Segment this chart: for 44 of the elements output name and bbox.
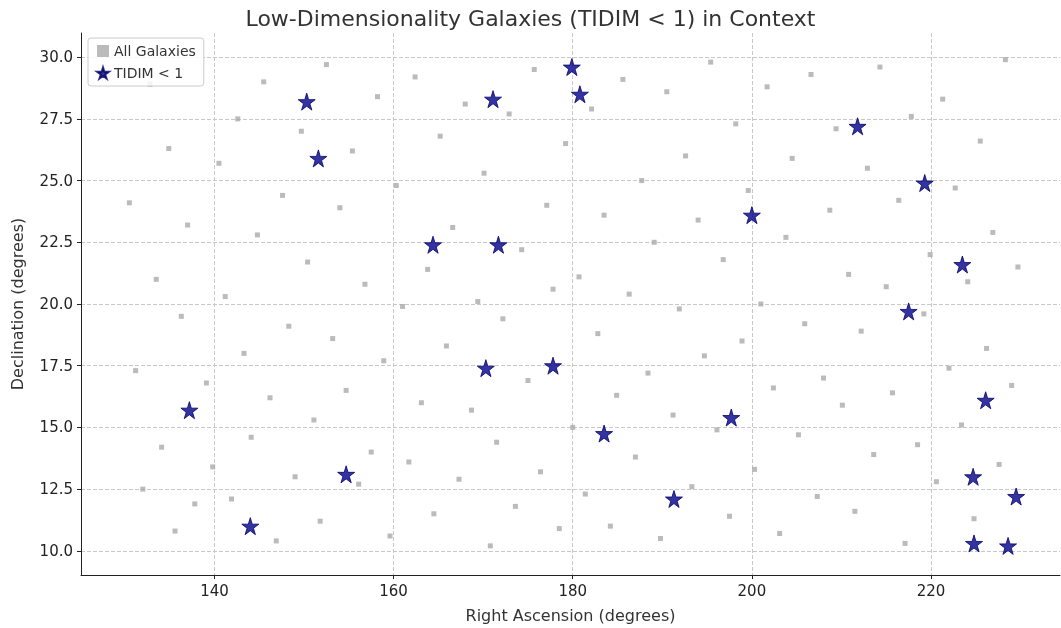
point	[742, 206, 761, 225]
x-tick-label: 160	[379, 581, 408, 600]
legend-label: All Galaxies	[114, 43, 196, 59]
point	[476, 359, 495, 378]
point	[964, 467, 983, 486]
point	[562, 58, 581, 77]
point	[999, 536, 1018, 555]
point	[309, 149, 328, 168]
y-tick-label: 22.5	[39, 233, 73, 252]
point	[976, 391, 995, 410]
point	[489, 235, 508, 254]
point	[484, 90, 503, 109]
y-tick-label: 25.0	[39, 171, 73, 190]
point	[180, 401, 199, 420]
point	[544, 356, 563, 375]
x-tick-label: 220	[916, 581, 946, 600]
x-axis-title: Right Ascension (degrees)	[465, 605, 676, 625]
x-tick-label: 180	[558, 581, 588, 600]
chart-title: Low-Dimensionality Galaxies (TIDIM < 1) in Context	[245, 5, 816, 31]
y-tick-label: 12.5	[39, 480, 73, 499]
y-tick-label: 10.0	[39, 541, 73, 560]
point	[424, 235, 443, 254]
y-tick-label: 30.0	[39, 48, 73, 67]
y-tick-label: 17.5	[39, 356, 73, 375]
point	[241, 517, 260, 536]
point	[848, 117, 867, 136]
point	[953, 255, 972, 274]
point	[965, 534, 984, 553]
point	[297, 92, 316, 111]
point	[337, 465, 356, 484]
legend-label: TIDIM < 1	[113, 65, 184, 81]
point	[899, 302, 918, 321]
point	[664, 489, 683, 508]
point	[722, 408, 741, 427]
point	[915, 174, 934, 193]
y-tick-label: 15.0	[39, 418, 73, 437]
x-tick-label: 200	[737, 581, 767, 600]
point	[570, 85, 589, 104]
y-tick-label: 20.0	[39, 295, 73, 313]
y-axis-title: Declination (degrees)	[7, 217, 27, 391]
x-tick-label: 140	[200, 581, 229, 600]
point	[595, 424, 614, 443]
point	[1007, 487, 1026, 506]
y-tick-label: 27.5	[39, 109, 73, 128]
